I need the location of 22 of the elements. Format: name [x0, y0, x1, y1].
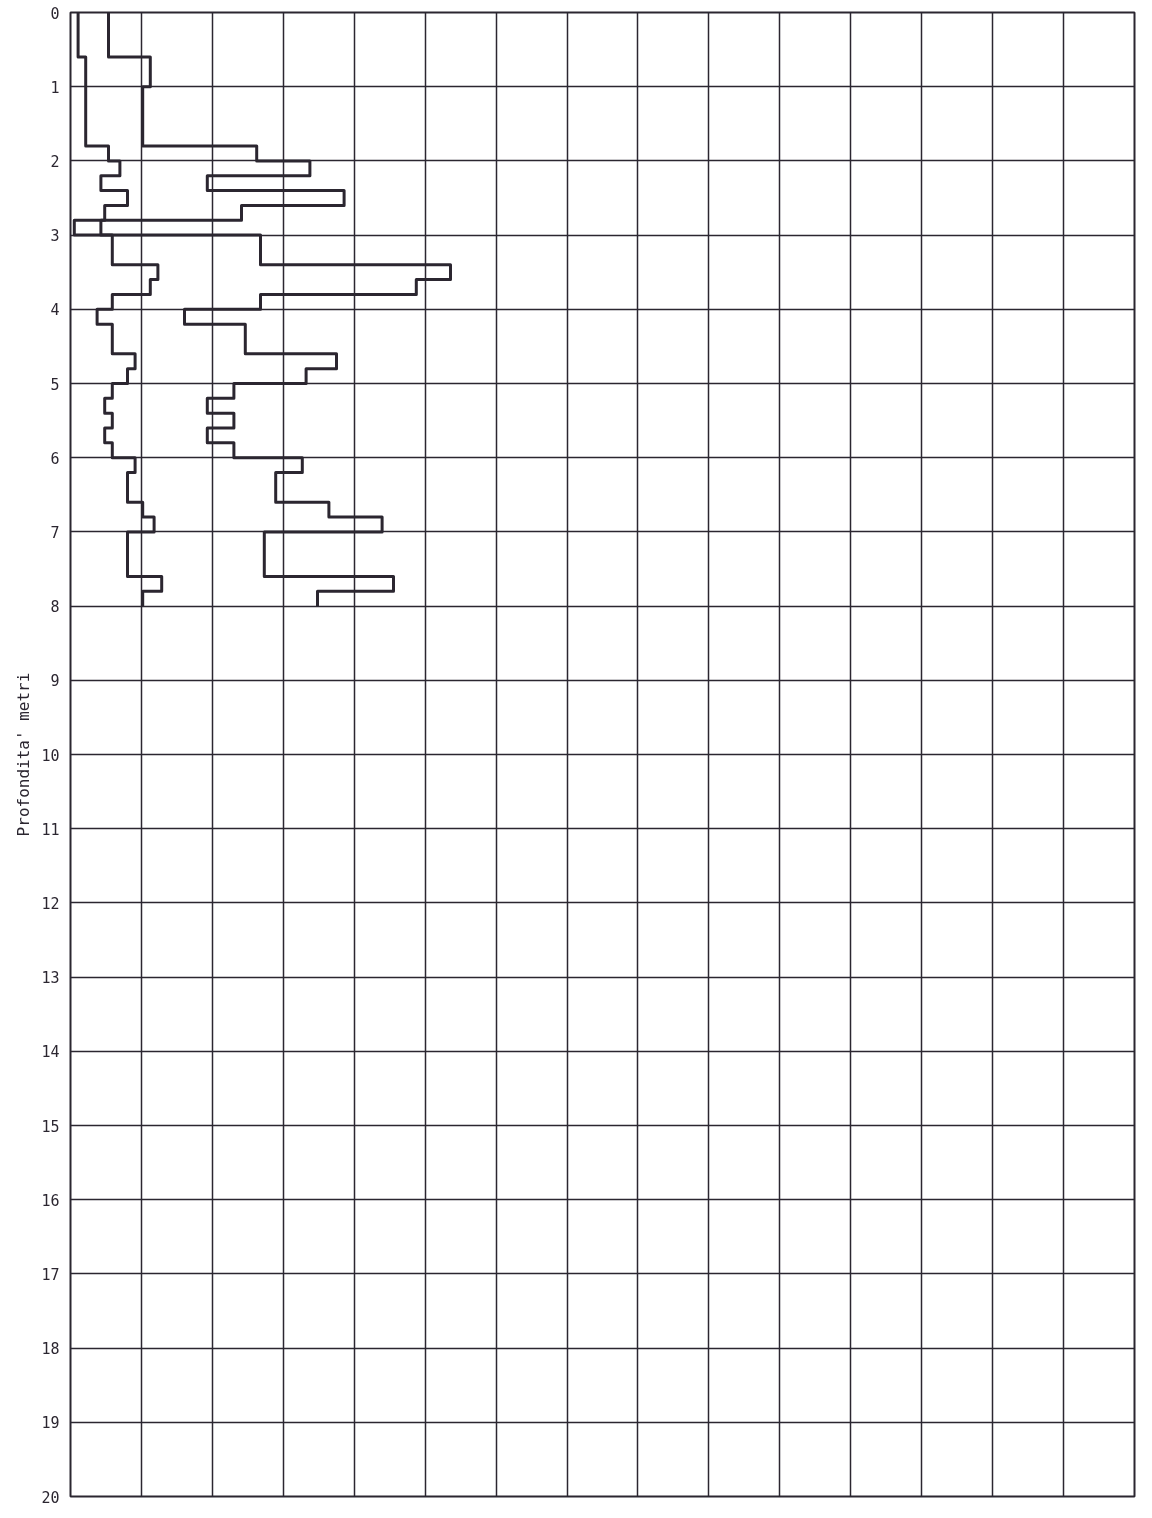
y-tick-label: 11	[41, 820, 60, 839]
y-tick-label: 19	[41, 1414, 60, 1433]
y-tick-label: 16	[41, 1191, 60, 1210]
y-tick-label: 15	[41, 1117, 60, 1136]
y-tick-label: 10	[41, 746, 60, 765]
y-tick-label: 13	[41, 969, 60, 988]
y-tick-label: 9	[50, 672, 60, 691]
y-tick-label: 7	[50, 523, 60, 542]
y-tick-label: 18	[41, 1340, 60, 1359]
y-tick-label: 20	[41, 1488, 60, 1507]
y-tick-label: 5	[50, 375, 60, 394]
y-tick-label: 1	[50, 78, 60, 97]
y-tick-label: 2	[50, 152, 60, 171]
y-tick-label: 17	[41, 1265, 60, 1284]
y-axis-title: Profondita' metri	[14, 672, 34, 837]
y-tick-label: 8	[50, 598, 60, 617]
y-tick-label: 0	[50, 4, 60, 23]
y-tick-label: 12	[41, 894, 60, 913]
y-tick-label: 14	[41, 1043, 60, 1062]
y-tick-label: 6	[50, 449, 60, 468]
y-tick-label: 3	[50, 227, 60, 246]
y-tick-label: 4	[50, 301, 60, 320]
